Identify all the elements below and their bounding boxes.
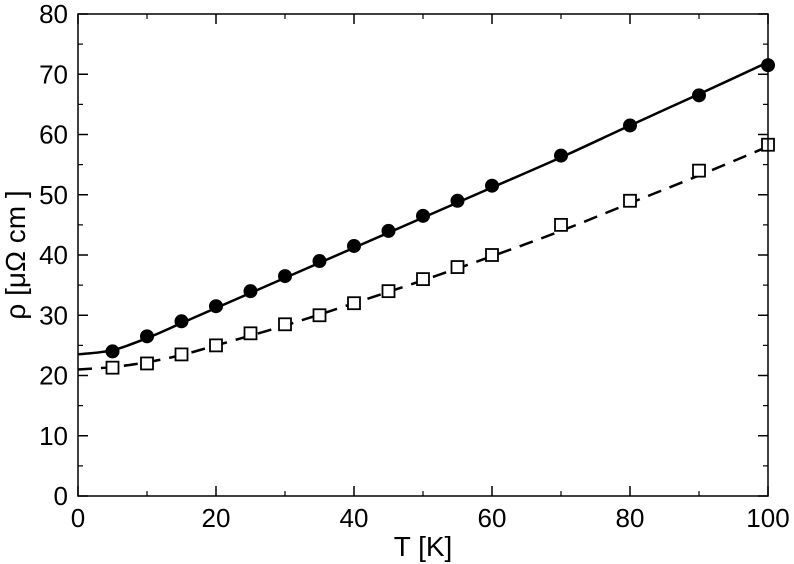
filled-circle-point: [347, 238, 361, 253]
y-tick-label: 30: [39, 300, 68, 330]
axis-ticks: 0 20 40 60 80 100 0 10 20 30 40 50 60 70 80: [39, 0, 790, 533]
x-tick-label: 20: [202, 503, 231, 533]
open-square-point: [278, 317, 292, 332]
y-tick-label: 80: [39, 0, 68, 29]
filled-circle-point: [416, 208, 430, 223]
series-markers: [105, 58, 775, 375]
filled-circle-point: [140, 329, 154, 344]
y-tick-label: 0: [54, 481, 68, 511]
open-square-point: [692, 163, 706, 178]
y-tick-label: 20: [39, 361, 68, 391]
open-square-point: [174, 347, 189, 362]
filled-circle-point: [450, 193, 465, 208]
filled-circle-point: [278, 269, 292, 284]
filled-circle-point: [105, 344, 120, 359]
open-square-point: [209, 338, 223, 353]
plot-frame: [77, 13, 769, 497]
open-square-point: [140, 356, 154, 371]
open-square-point: [243, 326, 258, 341]
open-square-point: [485, 248, 499, 262]
dashed-fit-line: [77, 145, 769, 371]
x-tick-label: 80: [616, 503, 645, 533]
x-axis-title: T [K]: [394, 531, 453, 562]
filled-circle-point: [623, 118, 637, 133]
y-axis-title: ρ [μΩ cm ]: [0, 190, 31, 319]
x-tick-label: 0: [71, 503, 85, 533]
y-tick-label: 40: [39, 240, 68, 270]
x-tick-label: 60: [478, 503, 507, 533]
y-tick-label: 10: [39, 421, 68, 451]
open-square-point: [554, 217, 568, 232]
filled-circle-point: [174, 314, 189, 329]
filled-circle-point: [554, 148, 568, 163]
open-square-point: [416, 272, 430, 287]
filled-circle-point: [209, 299, 223, 314]
open-square-point: [381, 284, 396, 299]
filled-circle-point: [312, 254, 327, 269]
open-square-point: [312, 308, 327, 323]
x-tick-label: 100: [746, 503, 789, 533]
filled-circle-point: [381, 223, 396, 238]
open-square-point: [623, 193, 637, 208]
filled-circle-point: [692, 88, 706, 103]
filled-circle-point: [243, 284, 258, 299]
y-tick-label: 50: [39, 180, 68, 210]
y-tick-label: 60: [39, 120, 68, 150]
x-tick-label: 40: [340, 503, 369, 533]
open-square-point: [347, 296, 361, 311]
filled-circle-point: [485, 178, 499, 193]
open-square-point: [450, 260, 465, 274]
y-tick-label: 70: [39, 59, 68, 89]
solid-fit-line: [77, 61, 769, 356]
open-square-point: [105, 360, 120, 375]
